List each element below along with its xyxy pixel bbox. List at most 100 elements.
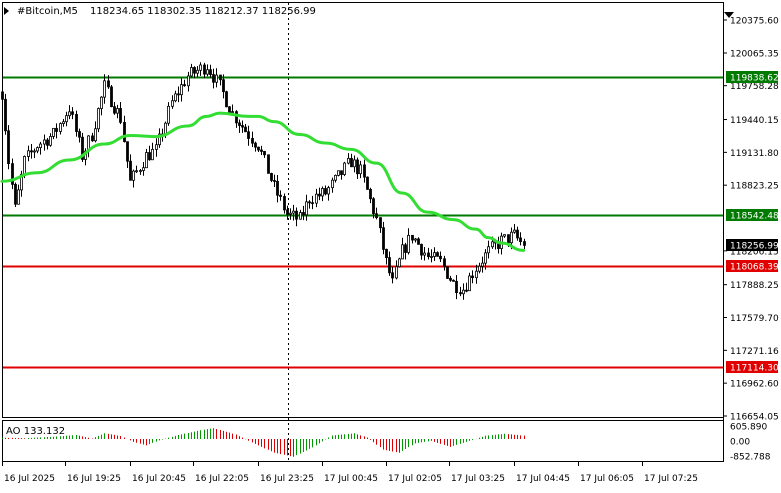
candle-body [475, 270, 478, 279]
candle-body [324, 188, 327, 195]
candle-body [417, 238, 420, 245]
candle-body [247, 131, 250, 139]
ohlc-values: 118234.65 118302.35 118212.37 118256.99 [90, 6, 316, 17]
candle-body [270, 172, 273, 181]
candle-body [71, 111, 74, 115]
ao-tick-label: 605.890 [730, 423, 767, 433]
time-tick-label: 17 Jul 00:45 [324, 474, 378, 484]
candle-body [75, 114, 78, 132]
candle-body [276, 180, 279, 196]
candle-body [231, 111, 234, 114]
candle-body [151, 148, 154, 161]
candle-body [263, 151, 266, 156]
candle-body [7, 130, 10, 164]
candle-body [446, 266, 449, 279]
candle-body [113, 106, 116, 114]
candle-body [199, 64, 202, 71]
candle-body [273, 180, 276, 182]
candle-body [65, 115, 68, 123]
candle-body [395, 266, 398, 279]
current-price-badge [726, 239, 778, 251]
expand-arrow-icon[interactable] [4, 7, 9, 15]
candle-body [334, 174, 337, 181]
candle-body [283, 196, 286, 211]
candle-body [299, 212, 302, 220]
candle-body [385, 248, 388, 259]
candle-body [235, 111, 238, 124]
candle-body [142, 167, 145, 171]
candle-body [484, 252, 487, 264]
chart-shift-icon[interactable] [724, 12, 734, 18]
candle-body [356, 159, 359, 175]
candle-body [369, 188, 372, 200]
candle-body [225, 91, 228, 108]
candle-body [81, 136, 84, 160]
candle-body [436, 252, 439, 257]
time-tick-label: 17 Jul 04:45 [516, 474, 570, 484]
candle-body [340, 170, 343, 175]
time-tick-label: 16 Jul 23:25 [260, 474, 314, 484]
candle-body [375, 213, 378, 219]
level-price-badge [726, 260, 778, 272]
candle-body [343, 162, 346, 175]
candle-body [158, 133, 161, 146]
candle-body [49, 136, 52, 146]
candle-body [33, 150, 36, 153]
candle-body [4, 98, 7, 132]
candle-body [139, 170, 142, 172]
candle-body [20, 173, 23, 191]
candle-body [241, 125, 244, 128]
candle-body [110, 86, 113, 108]
candle-body [487, 246, 490, 254]
candle-body [315, 193, 318, 204]
candle-body [244, 126, 247, 133]
candle-body [302, 212, 305, 216]
candle-body [363, 164, 366, 178]
symbol-label: #Bitcoin,M5 [17, 6, 78, 17]
candle-body [55, 127, 58, 132]
candle-body [135, 170, 138, 173]
candle-body [97, 108, 100, 130]
level-price-badge [726, 209, 778, 221]
candle-body [36, 147, 39, 152]
candle-body [455, 280, 458, 294]
candle-body [228, 106, 231, 113]
candle-body [183, 84, 186, 87]
candle-body [471, 275, 474, 279]
price-axis: 120375.60 120065.35 119758.28 119440.15 1191… [723, 17, 779, 463]
candle-body [427, 252, 430, 258]
candle-body [350, 157, 353, 168]
candle-body [251, 138, 254, 144]
time-tick-label: 16 Jul 2025 [4, 474, 55, 484]
candle-body [171, 100, 174, 107]
candle-body [327, 187, 330, 195]
candle-body [510, 231, 513, 244]
level-price-badge [726, 361, 778, 373]
current-price-label: 118256.99 [730, 242, 779, 252]
candle-body [452, 279, 455, 282]
candle-body [459, 292, 462, 295]
candle-body [1, 91, 4, 100]
candle-body [222, 79, 225, 93]
candle-body [260, 149, 263, 152]
candle-body [267, 154, 270, 174]
time-tick-label: 16 Jul 20:45 [132, 474, 186, 484]
candle-body [478, 265, 481, 272]
price-tick-label: 119758.28 [730, 82, 779, 92]
candle-body [420, 243, 423, 256]
candle-body [523, 241, 526, 246]
time-tick-label: 17 Jul 02:05 [388, 474, 442, 484]
candle-body [238, 122, 241, 126]
time-axis: 16 Jul 2025 16 Jul 19:25 16 Jul 20:45 16 Ju… [2, 462, 698, 484]
candle-body [155, 144, 158, 150]
candle-body [27, 150, 30, 157]
candle-body [372, 198, 375, 215]
candle-body [206, 69, 209, 75]
ao-indicator-label: AO 133.132 [6, 426, 65, 437]
candles-layer [1, 62, 526, 300]
candle-body [167, 105, 170, 124]
time-tick-label: 16 Jul 22:05 [195, 474, 249, 484]
